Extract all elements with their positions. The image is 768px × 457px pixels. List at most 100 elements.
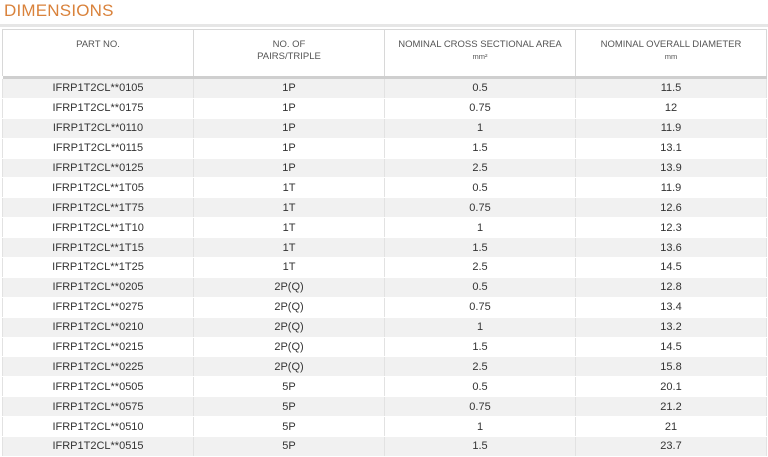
cell-area: 0.5 <box>384 79 576 99</box>
header-separator <box>2 76 767 79</box>
cell-pairs: 2P(Q) <box>193 297 385 318</box>
cell-pairs: 1T <box>193 177 385 199</box>
cell-part-no: IFRP1T2CL**1T15 <box>2 237 194 259</box>
cell-pairs: 5P <box>193 396 385 418</box>
cell-pairs: 1P <box>193 158 385 179</box>
cell-diameter: 11.5 <box>575 79 767 99</box>
table-row: IFRP1T2CL**1T75 1T 0.75 12.6 <box>2 197 767 219</box>
dimensions-table: PART NO. NO. OF PAIRS/TRIPLE NOMINAL CRO… <box>2 29 767 457</box>
table-row: IFRP1T2CL**0105 1P 0.5 11.5 <box>2 79 767 99</box>
cell-area: 0.5 <box>384 376 576 398</box>
table-row: IFRP1T2CL**0175 1P 0.75 12 <box>2 98 767 119</box>
cell-area: 2.5 <box>384 257 576 278</box>
cell-diameter: 12.3 <box>575 217 767 239</box>
cell-diameter: 21.2 <box>575 396 767 418</box>
cell-pairs: 5P <box>193 376 385 398</box>
cell-pairs: 1P <box>193 138 385 159</box>
table-row: IFRP1T2CL**0205 2P(Q) 0.5 12.8 <box>2 277 767 298</box>
cell-pairs: 1P <box>193 98 385 119</box>
cell-part-no: IFRP1T2CL**0225 <box>2 356 194 378</box>
cell-diameter: 13.6 <box>575 237 767 259</box>
cell-diameter: 13.9 <box>575 158 767 179</box>
cell-part-no: IFRP1T2CL**1T10 <box>2 217 194 239</box>
table-row: IFRP1T2CL**0110 1P 1 11.9 <box>2 118 767 139</box>
cell-area: 1.5 <box>384 237 576 259</box>
table-row: IFRP1T2CL**0125 1P 2.5 13.9 <box>2 158 767 179</box>
cell-diameter: 12.6 <box>575 197 767 219</box>
table-header: PART NO. NO. OF PAIRS/TRIPLE NOMINAL CRO… <box>2 29 767 79</box>
cell-part-no: IFRP1T2CL**0175 <box>2 98 194 119</box>
table-row: IFRP1T2CL**0505 5P 0.5 20.1 <box>2 376 767 398</box>
cell-area: 0.75 <box>384 197 576 219</box>
cell-area: 0.5 <box>384 177 576 199</box>
cell-pairs: 1P <box>193 79 385 99</box>
cell-diameter: 11.9 <box>575 177 767 199</box>
cell-diameter: 12 <box>575 98 767 119</box>
header-area: NOMINAL CROSS SECTIONAL AREA mm² <box>384 29 576 76</box>
page-title: DIMENSIONS <box>4 1 114 20</box>
cell-area: 1 <box>384 317 576 338</box>
cell-pairs: 1T <box>193 217 385 239</box>
cell-diameter: 14.5 <box>575 257 767 278</box>
cell-area: 1.5 <box>384 337 576 358</box>
cell-pairs: 1T <box>193 237 385 259</box>
cell-diameter: 13.4 <box>575 297 767 318</box>
header-diameter-unit: mm <box>664 52 678 61</box>
cell-pairs: 1P <box>193 118 385 139</box>
cell-area: 2.5 <box>384 356 576 378</box>
header-diameter-label: NOMINAL OVERALL DIAMETER <box>600 39 742 50</box>
cell-area: 1 <box>384 217 576 239</box>
cell-part-no: IFRP1T2CL**0575 <box>2 396 194 418</box>
cell-area: 1 <box>384 416 576 438</box>
header-area-unit: mm² <box>472 52 488 61</box>
cell-area: 0.75 <box>384 98 576 119</box>
cell-area: 2.5 <box>384 158 576 179</box>
cell-area: 0.75 <box>384 396 576 418</box>
cell-part-no: IFRP1T2CL**1T25 <box>2 257 194 278</box>
cell-part-no: IFRP1T2CL**0115 <box>2 138 194 159</box>
cell-part-no: IFRP1T2CL**0505 <box>2 376 194 398</box>
table-row: IFRP1T2CL**1T25 1T 2.5 14.5 <box>2 257 767 278</box>
table-row: IFRP1T2CL**0275 2P(Q) 0.75 13.4 <box>2 297 767 318</box>
header-part-no-label: PART NO. <box>76 39 120 50</box>
cell-area: 1 <box>384 118 576 139</box>
cell-diameter: 21 <box>575 416 767 438</box>
cell-pairs: 2P(Q) <box>193 337 385 358</box>
table-row: IFRP1T2CL**0215 2P(Q) 1.5 14.5 <box>2 337 767 358</box>
cell-diameter: 14.5 <box>575 337 767 358</box>
table-row: IFRP1T2CL**0515 5P 1.5 23.7 <box>2 436 767 457</box>
cell-area: 1.5 <box>384 138 576 159</box>
cell-pairs: 5P <box>193 436 385 457</box>
table-row: IFRP1T2CL**1T15 1T 1.5 13.6 <box>2 237 767 259</box>
cell-part-no: IFRP1T2CL**0205 <box>2 277 194 298</box>
cell-pairs: 2P(Q) <box>193 317 385 338</box>
cell-diameter: 20.1 <box>575 376 767 398</box>
table-row: IFRP1T2CL**0225 2P(Q) 2.5 15.8 <box>2 356 767 378</box>
cell-diameter: 15.8 <box>575 356 767 378</box>
table-body: IFRP1T2CL**0105 1P 0.5 11.5 IFRP1T2CL**0175 1… <box>2 79 767 457</box>
cell-part-no: IFRP1T2CL**0510 <box>2 416 194 438</box>
cell-pairs: 1T <box>193 257 385 278</box>
cell-part-no: IFRP1T2CL**0215 <box>2 337 194 358</box>
header-area-label: NOMINAL CROSS SECTIONAL AREA <box>398 39 562 50</box>
header-pairs: NO. OF PAIRS/TRIPLE <box>193 29 385 76</box>
cell-diameter: 23.7 <box>575 436 767 457</box>
table-row: IFRP1T2CL**0575 5P 0.75 21.2 <box>2 396 767 418</box>
cell-part-no: IFRP1T2CL**0210 <box>2 317 194 338</box>
cell-part-no: IFRP1T2CL**0105 <box>2 79 194 99</box>
cell-pairs: 5P <box>193 416 385 438</box>
cell-pairs: 1T <box>193 197 385 219</box>
table-row: IFRP1T2CL**0115 1P 1.5 13.1 <box>2 138 767 159</box>
header-part-no: PART NO. <box>2 29 194 76</box>
cell-part-no: IFRP1T2CL**1T05 <box>2 177 194 199</box>
cell-area: 0.75 <box>384 297 576 318</box>
cell-part-no: IFRP1T2CL**0125 <box>2 158 194 179</box>
cell-diameter: 11.9 <box>575 118 767 139</box>
cell-pairs: 2P(Q) <box>193 356 385 378</box>
cell-area: 1.5 <box>384 436 576 457</box>
cell-area: 0.5 <box>384 277 576 298</box>
cell-part-no: IFRP1T2CL**0515 <box>2 436 194 457</box>
header-pairs-line2: PAIRS/TRIPLE <box>257 51 321 62</box>
table-row: IFRP1T2CL**0510 5P 1 21 <box>2 416 767 438</box>
cell-part-no: IFRP1T2CL**0275 <box>2 297 194 318</box>
